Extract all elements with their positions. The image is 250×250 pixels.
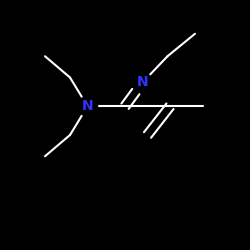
Text: N: N bbox=[82, 99, 93, 113]
Text: N: N bbox=[137, 76, 148, 90]
